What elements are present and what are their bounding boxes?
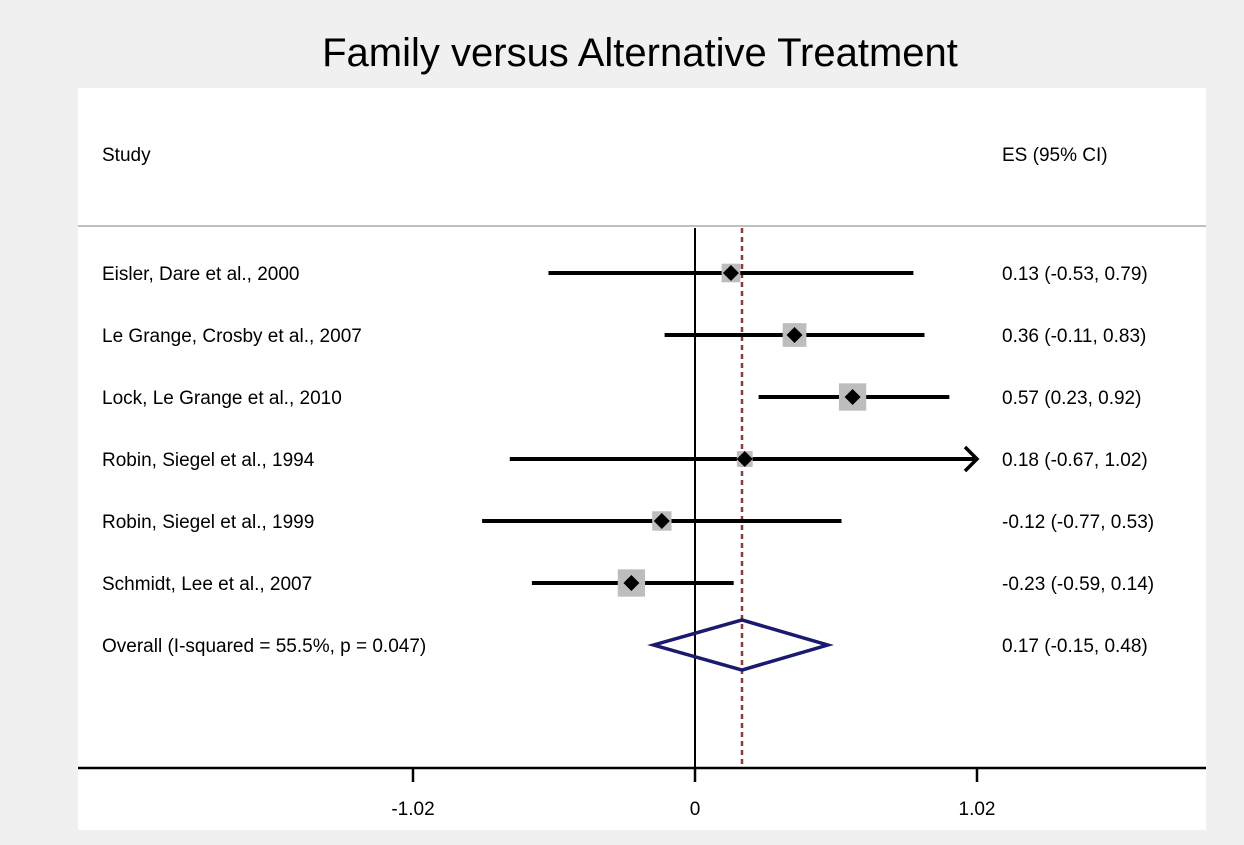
study-label: Schmidt, Lee et al., 2007 bbox=[102, 574, 312, 595]
point-estimate-marker bbox=[623, 575, 640, 591]
es-column-header: ES (95% CI) bbox=[1002, 145, 1108, 166]
study-es-ci: -0.12 (-0.77, 0.53) bbox=[1002, 512, 1154, 533]
point-estimate-marker bbox=[844, 389, 861, 405]
chart-title: Family versus Alternative Treatment bbox=[322, 31, 958, 75]
ci-arrow bbox=[963, 445, 980, 473]
x-tick-label: -1.02 bbox=[391, 799, 434, 820]
point-estimate-marker bbox=[736, 451, 753, 467]
study-label: Robin, Siegel et al., 1999 bbox=[102, 512, 314, 533]
x-tick-label: 1.02 bbox=[959, 799, 996, 820]
forest-marks: Eisler, Dare et al., 2000 0.13 (-0.53, 0.… bbox=[78, 228, 1206, 820]
study-column-header: Study bbox=[102, 145, 151, 166]
point-estimate-marker bbox=[653, 513, 670, 529]
study-label: Lock, Le Grange et al., 2010 bbox=[102, 388, 342, 409]
study-es-ci: 0.36 (-0.11, 0.83) bbox=[1002, 326, 1146, 347]
study-label: Eisler, Dare et al., 2000 bbox=[102, 264, 300, 285]
study-es-ci: -0.23 (-0.59, 0.14) bbox=[1002, 574, 1154, 595]
study-es-ci: 0.57 (0.23, 0.92) bbox=[1002, 388, 1141, 409]
point-estimate-marker bbox=[786, 327, 803, 343]
x-tick-label: 0 bbox=[690, 799, 701, 820]
study-label: Le Grange, Crosby et al., 2007 bbox=[102, 326, 362, 347]
study-label: Robin, Siegel et al., 1994 bbox=[102, 450, 315, 471]
study-es-ci: 0.18 (-0.67, 1.02) bbox=[1002, 450, 1148, 471]
overall-es-ci: 0.17 (-0.15, 0.48) bbox=[1002, 636, 1148, 657]
point-estimate-marker bbox=[722, 265, 739, 281]
overall-diamond bbox=[647, 618, 834, 672]
overall-label: Overall (I-squared = 55.5%, p = 0.047) bbox=[102, 636, 426, 657]
study-es-ci: 0.13 (-0.53, 0.79) bbox=[1002, 264, 1148, 285]
